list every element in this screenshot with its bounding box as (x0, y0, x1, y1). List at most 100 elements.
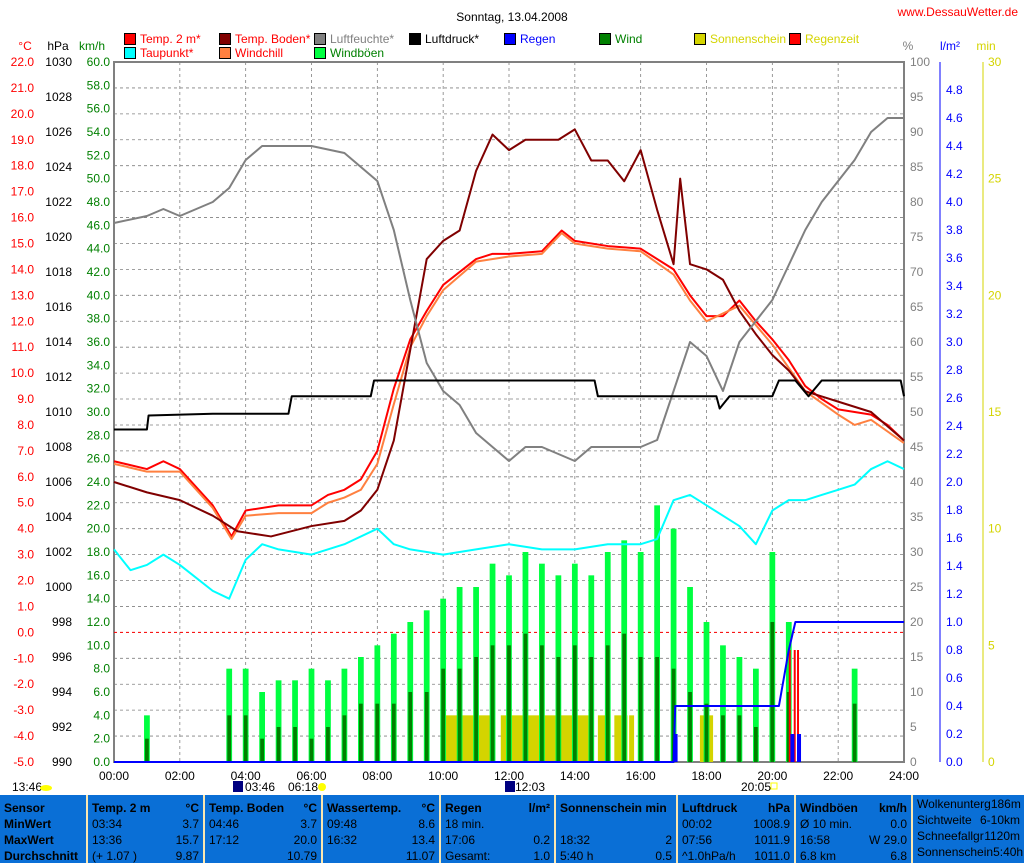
tick-label-celsius: 16.0 (11, 211, 35, 225)
moonrise-label: 03:46 (245, 780, 275, 794)
wind-bar (276, 727, 281, 762)
sonne-header: Sonnenschein min (560, 801, 667, 815)
legend-temp2m: Temp. 2 m* (124, 32, 201, 46)
wind-bar (638, 657, 643, 762)
tick-label-min: 30 (988, 55, 1002, 69)
tick-label-lm2: 4.8 (946, 83, 963, 97)
tick-label-kmh: 30.0 (87, 405, 111, 419)
tick-label-hpa: 996 (52, 650, 72, 664)
legend-luftdruck: Luftdruck* (409, 32, 479, 46)
x-tick-label: 08:00 (362, 769, 392, 783)
tick-label-hpa: 1000 (45, 580, 72, 594)
tick-label-kmh: 58.0 (87, 78, 111, 92)
tick-label-celsius: 2.0 (17, 574, 34, 588)
wasser-avg-value: 11.07 (405, 849, 435, 863)
tick-label-pct: 25 (910, 580, 924, 594)
gust-bar (654, 505, 661, 762)
tick-label-kmh: 50.0 (87, 172, 111, 186)
wind-bar (572, 645, 577, 762)
moonset-label: 12:03 (515, 780, 545, 794)
cloud-base-label: Wolkenunterg (917, 797, 991, 811)
tick-label-celsius: 15.0 (11, 236, 35, 250)
tick-label-lm2: 0.4 (946, 699, 963, 713)
series-line-regen (114, 621, 904, 763)
wind-bar (786, 692, 791, 762)
sonne-avg-value: 0.5 (655, 849, 672, 863)
tick-label-celsius: -2.0 (13, 677, 34, 691)
tick-label-pct: 10 (910, 685, 924, 699)
druck-trend: ^1.0hPa/h (682, 849, 736, 863)
tick-label-lm2: 1.0 (946, 615, 963, 629)
wind-bar (605, 645, 610, 762)
sonne-total: 5:40 h (560, 849, 594, 863)
tick-label-pct: 55 (910, 370, 924, 384)
axis-title-celsius: °C (18, 39, 32, 53)
temp2m-min-time: 03:34 (92, 817, 123, 831)
druck-min-value: 1008.9 (753, 817, 790, 831)
tick-label-kmh: 46.0 (87, 218, 111, 232)
tick-label-kmh: 36.0 (87, 335, 111, 349)
tick-label-celsius: 6.0 (17, 470, 34, 484)
regen-total-label: Gesamt: (445, 849, 491, 863)
sunshine-label: Sonnenschein (917, 845, 994, 859)
tick-label-celsius: 19.0 (11, 133, 35, 147)
gust-bar (720, 645, 726, 762)
tick-label-pct: 5 (910, 720, 917, 734)
tick-label-lm2: 1.8 (946, 503, 963, 517)
rain-bar (797, 734, 802, 762)
regen-max-value: 0.2 (533, 833, 550, 847)
tick-label-celsius: 13.0 (11, 288, 35, 302)
tick-label-hpa: 1024 (45, 160, 72, 174)
tick-label-pct: 15 (910, 650, 924, 664)
sonne-max-time: 18:32 (560, 833, 591, 847)
wind-bar (441, 668, 446, 762)
gust-bar (390, 633, 397, 762)
series-line-temp-boden (113, 128, 905, 538)
tick-label-celsius: 1.0 (17, 599, 34, 613)
tick-label-hpa: 1006 (45, 475, 72, 489)
boeen-header: Windböen (800, 801, 858, 815)
boden-unit: °C (303, 801, 317, 815)
gust-bar (752, 668, 759, 762)
tick-label-kmh: 16.0 (87, 568, 111, 582)
legend-taupunkt: Taupunkt* (124, 46, 193, 60)
tick-label-hpa: 994 (52, 685, 72, 699)
legend-luftfeuchte: Luftfeuchte* (314, 32, 394, 46)
tick-label-kmh: 20.0 (87, 522, 111, 536)
visibility-value: 6-10km (979, 813, 1020, 827)
wind-bar (622, 633, 627, 762)
wasser-max-value: 13.4 (411, 833, 435, 847)
tick-label-kmh: 4.0 (93, 708, 110, 722)
tick-label-pct: 45 (910, 440, 924, 454)
sunrise-label: 06:18 (288, 780, 318, 794)
tick-label-celsius: 22.0 (11, 55, 35, 69)
boden-column: Temp. Boden °C 04:46 3.7 17:12 20.0 10.79 (205, 795, 321, 863)
wind-bar (671, 668, 676, 762)
tick-label-kmh: 32.0 (87, 382, 111, 396)
tick-label-pct: 100 (910, 55, 930, 69)
x-tick-label: 10:00 (428, 769, 458, 783)
tick-label-celsius: -4.0 (13, 729, 34, 743)
tick-label-kmh: 10.0 (87, 638, 111, 652)
tick-label-min: 20 (988, 288, 1002, 302)
boden-min-value: 3.7 (300, 817, 317, 831)
wind-bar (358, 703, 363, 762)
x-tick-label: 22:00 (823, 769, 853, 783)
tick-label-kmh: 40.0 (87, 288, 111, 302)
temp2m-column: Temp. 2 m °C 03:34 3.7 13:36 15.7 (+ 1.07 )… (88, 795, 203, 863)
wind-bar (523, 633, 528, 762)
tick-label-pct: 65 (910, 300, 924, 314)
tick-label-celsius: 7.0 (17, 444, 34, 458)
wind-bar (556, 657, 561, 762)
tick-label-pct: 70 (910, 265, 924, 279)
x-tick-label: 20:00 (757, 769, 787, 783)
tick-label-kmh: 34.0 (87, 358, 111, 372)
series-line-luftfeuchte (113, 117, 904, 462)
wasser-min-time: 09:48 (327, 817, 358, 831)
tick-label-celsius: 0.0 (17, 625, 34, 639)
tick-label-celsius: 5.0 (17, 496, 34, 510)
tick-label-min: 15 (988, 405, 1002, 419)
tick-label-celsius: 14.0 (11, 262, 35, 276)
boeen-max-value: W 29.0 (868, 833, 907, 847)
tick-label-lm2: 4.6 (946, 111, 963, 125)
